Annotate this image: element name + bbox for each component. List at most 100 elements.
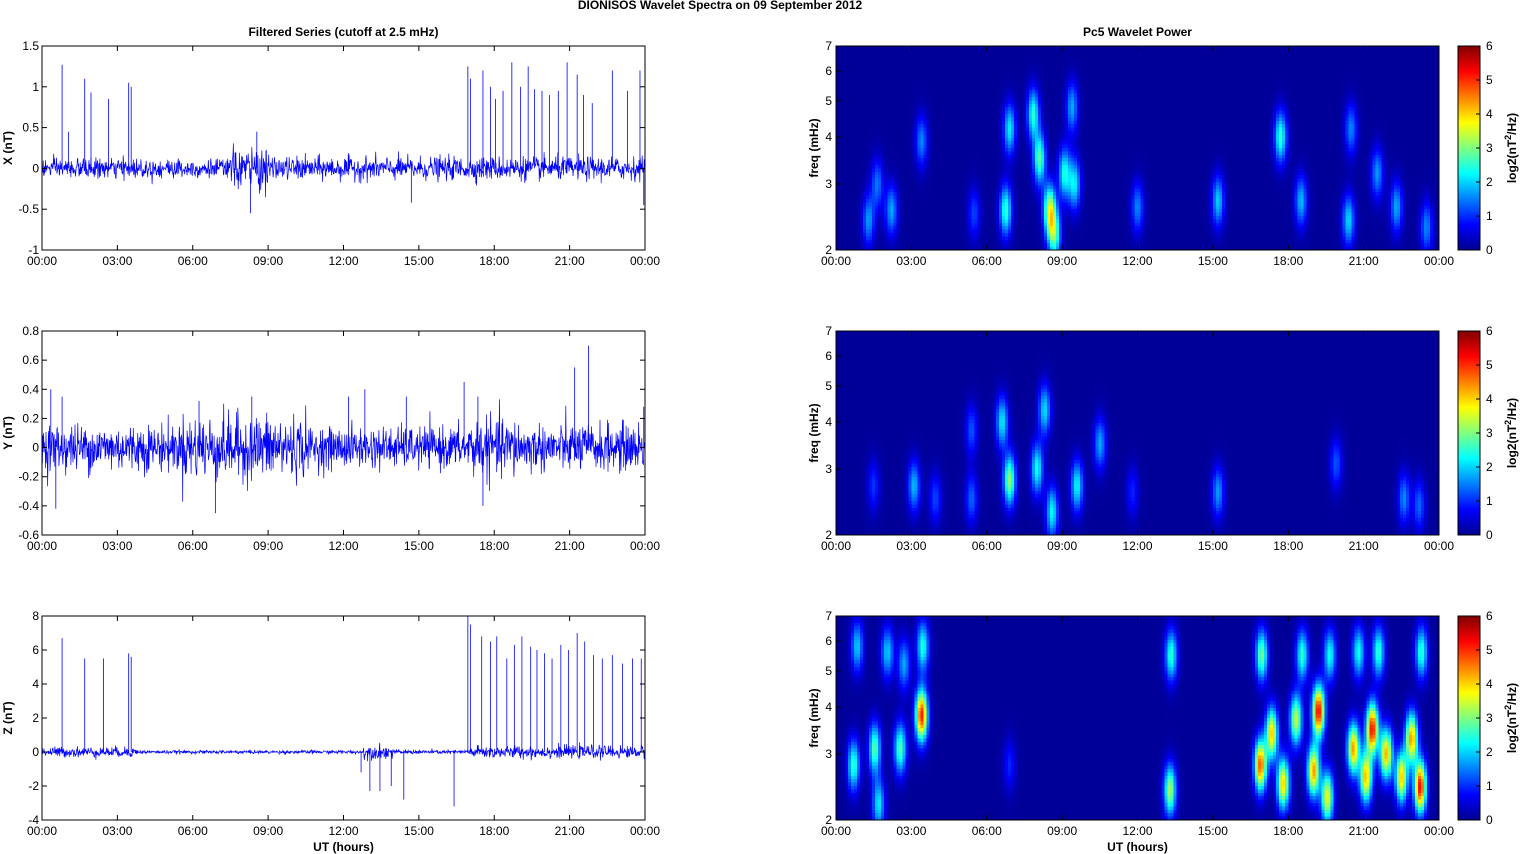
heatmap-cell — [905, 212, 909, 217]
heatmap-cell — [935, 56, 940, 61]
heatmap-cell — [1019, 192, 1024, 197]
heatmap-cell — [1041, 114, 1045, 118]
heatmap-cell — [1010, 165, 1015, 169]
heatmap-cell — [932, 151, 936, 156]
heatmap-cell — [1047, 56, 1051, 61]
heatmap-cell — [971, 192, 976, 197]
heatmap-cell — [899, 52, 903, 57]
heatmap-cell — [842, 158, 846, 163]
heatmap-cell — [1062, 69, 1066, 74]
heatmap-cell — [956, 120, 961, 125]
heatmap-cell — [836, 239, 840, 244]
heatmap-cell — [1025, 49, 1030, 54]
heatmap-cell — [1068, 178, 1072, 183]
heatmap-cell — [950, 86, 955, 91]
heatmap-cell — [995, 49, 1000, 54]
heatmap-cell — [971, 171, 976, 176]
heatmap-cell — [926, 49, 930, 54]
heatmap-cell — [1044, 90, 1048, 95]
heatmap-cell — [1007, 100, 1012, 105]
heatmap-cell — [998, 124, 1003, 129]
heatmap-cell — [872, 83, 876, 88]
heatmap-cell — [980, 127, 985, 132]
heatmap-cell — [872, 124, 876, 129]
heatmap-cell — [956, 192, 961, 197]
heatmap-cell — [872, 199, 876, 203]
heatmap-cell — [872, 134, 876, 139]
heatmap-cell — [938, 154, 943, 159]
heatmap-cell — [911, 144, 915, 149]
heatmap-cell — [1059, 49, 1063, 54]
heatmap-cell — [860, 100, 864, 105]
heatmap-cell — [1016, 168, 1021, 173]
heatmap-cell — [1010, 114, 1015, 118]
heatmap-cell — [905, 107, 909, 112]
heatmap-cell — [1034, 239, 1039, 244]
heatmap-cell — [968, 158, 973, 163]
heatmap-cell — [872, 144, 876, 149]
heatmap-cell — [1068, 100, 1072, 105]
heatmap-cell — [848, 226, 852, 231]
heatmap-cell — [923, 80, 927, 84]
heatmap-cell — [905, 178, 909, 183]
heatmap-cell — [1047, 229, 1051, 234]
heatmap-cell — [905, 148, 909, 152]
heatmap-cell — [989, 93, 994, 98]
heatmap-cell — [923, 205, 927, 210]
heatmap-cell — [869, 171, 873, 176]
heatmap-cell — [986, 134, 991, 139]
heatmap-cell — [983, 141, 988, 146]
heatmap-cell — [854, 168, 858, 173]
heatmap-cell — [1062, 171, 1066, 176]
heatmap-cell — [1056, 110, 1060, 115]
heatmap-cell — [932, 117, 936, 122]
heatmap-cell — [848, 49, 852, 54]
heatmap-cell — [1025, 93, 1030, 98]
heatmap-cell — [920, 66, 924, 71]
heatmap-cell — [848, 93, 852, 98]
heatmap-cell — [956, 222, 961, 227]
heatmap-cell — [884, 246, 888, 251]
heatmap-cell — [914, 49, 918, 54]
heatmap-cell — [935, 63, 940, 67]
heatmap-cell — [1025, 182, 1030, 186]
heatmap-cell — [860, 124, 864, 129]
heatmap-cell — [956, 229, 961, 234]
heatmap-cell — [944, 73, 949, 78]
heatmap-cell — [935, 226, 940, 231]
heatmap-cell — [947, 69, 952, 74]
heatmap-cell — [980, 52, 985, 57]
heatmap-cell — [896, 144, 900, 149]
heatmap-cell — [1013, 90, 1018, 95]
heatmap-cell — [860, 222, 864, 227]
heatmap-cell — [965, 219, 970, 224]
heatmap-cell — [1041, 185, 1045, 190]
heatmap-cell — [866, 93, 870, 98]
heatmap-cell — [1047, 69, 1051, 74]
heatmap-cell — [974, 229, 979, 234]
heatmap-cell — [980, 148, 985, 152]
heatmap-cell — [836, 66, 840, 71]
heatmap-cell — [995, 117, 1000, 122]
heatmap-cell — [1001, 144, 1006, 149]
heatmap-cell — [923, 148, 927, 152]
heatmap-cell — [1074, 83, 1078, 88]
heatmap-cell — [980, 178, 985, 183]
heatmap-cell — [1016, 90, 1021, 95]
heatmap-cell — [1041, 246, 1045, 251]
heatmap-cell — [1044, 73, 1048, 78]
heatmap-cell — [977, 175, 982, 180]
heatmap-cell — [941, 216, 946, 220]
heatmap-cell — [950, 69, 955, 74]
heatmap-cell — [944, 226, 949, 231]
heatmap-cell — [989, 205, 994, 210]
heatmap-cell — [917, 199, 921, 203]
heatmap-cell — [848, 56, 852, 61]
heatmap-cell — [869, 63, 873, 67]
heatmap-cell — [935, 131, 940, 135]
heatmap-cell — [923, 168, 927, 173]
y-tick-label: 0 — [32, 161, 39, 175]
heatmap-cell — [1031, 195, 1036, 200]
heatmap-cell — [1028, 185, 1033, 190]
heatmap-cell — [944, 178, 949, 183]
